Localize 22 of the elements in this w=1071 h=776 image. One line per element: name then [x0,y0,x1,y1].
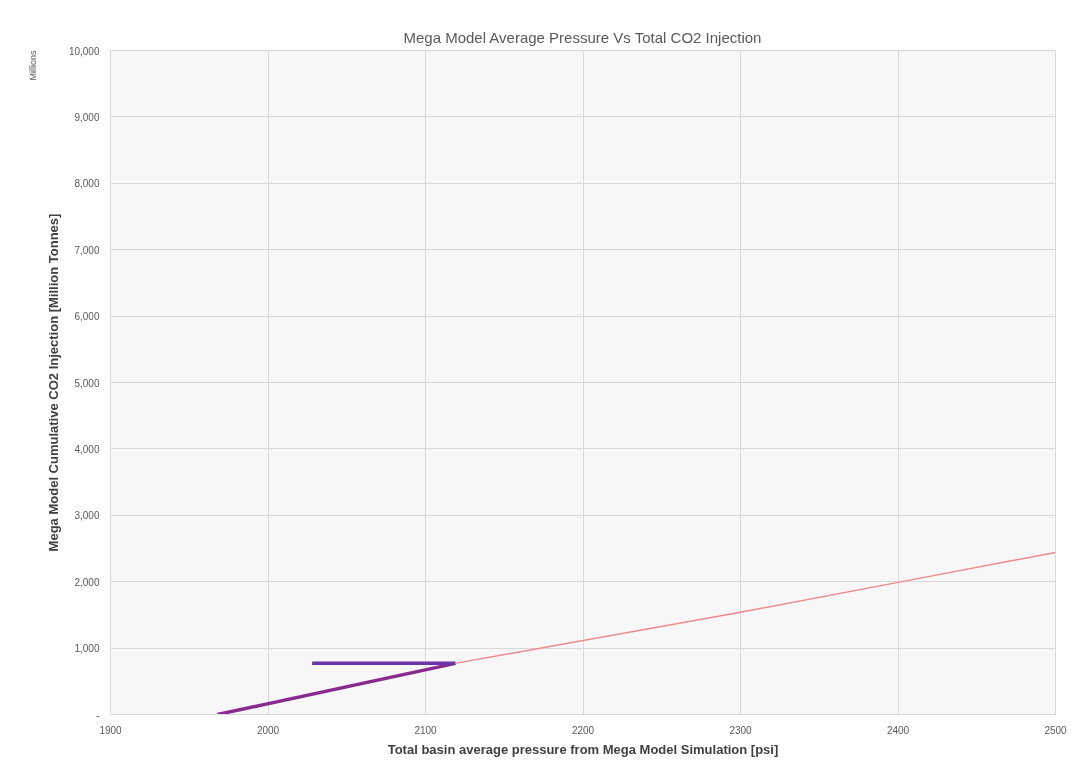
x-tick-label: 2200 [571,724,595,736]
y-tick-label: 10,000 [68,45,100,57]
y-tick-label: 9,000 [74,111,100,123]
y-axis-title: Mega Model Cumulative CO2 Injection [Million Tonnes] [45,213,61,552]
x-tick-label: 2500 [1044,724,1068,736]
y-tick-label: 7,000 [74,244,100,256]
x-tick-label: 2100 [414,724,438,736]
x-tick-label: 1900 [99,724,123,736]
y-tick-label: - [96,709,100,721]
y-tick-label: 6,000 [74,311,100,323]
x-tick-label: 2400 [886,724,910,736]
x-tick-label: 2000 [256,724,280,736]
y-tick-label: 5,000 [74,377,100,389]
x-axis-title: Total basin average pressure from Mega Model Simulation [psi] [387,741,779,757]
y-tick-label: 8,000 [74,178,100,190]
x-tick-label: 2300 [729,724,753,736]
y-tick-label: 3,000 [74,510,100,522]
y-tick-label: 2,000 [74,576,100,588]
y-tick-label: 4,000 [74,443,100,455]
chart-title: Mega Model Average Pressure Vs Total CO2 Injection [403,28,762,46]
y-tick-label: 1,000 [74,643,100,655]
text: Millions [27,50,38,81]
